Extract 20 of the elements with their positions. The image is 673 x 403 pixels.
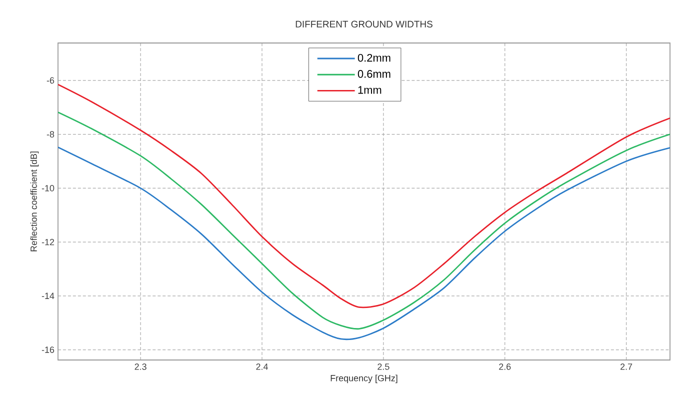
legend-label: 0.6mm [358, 70, 390, 78]
line-series [58, 146, 670, 340]
y-tick-label: -14 [42, 292, 54, 299]
x-tick-label: 2.6 [499, 364, 511, 370]
legend-label: 0.2mm [358, 54, 390, 62]
x-tick-label: 2.7 [620, 364, 632, 370]
chart-title: DIFFERENT GROUND WIDTHS [296, 20, 432, 28]
legend-label: 1mm [358, 86, 382, 94]
line-series [58, 84, 670, 308]
y-tick-label: -8 [46, 131, 54, 138]
y-tick-label: -12 [42, 238, 54, 246]
y-axis-title: Reflection coefficient [dB] [30, 152, 39, 252]
y-tick-label: -10 [42, 184, 54, 192]
x-tick-label: 2.3 [134, 364, 146, 370]
x-axis-title: Frequency [GHz] [330, 374, 398, 384]
x-tick-label: 2.4 [256, 364, 268, 370]
line-series [58, 112, 670, 330]
x-tick-label: 2.5 [378, 364, 390, 370]
y-tick-label: -6 [46, 77, 54, 84]
y-tick-label: -16 [42, 346, 54, 353]
